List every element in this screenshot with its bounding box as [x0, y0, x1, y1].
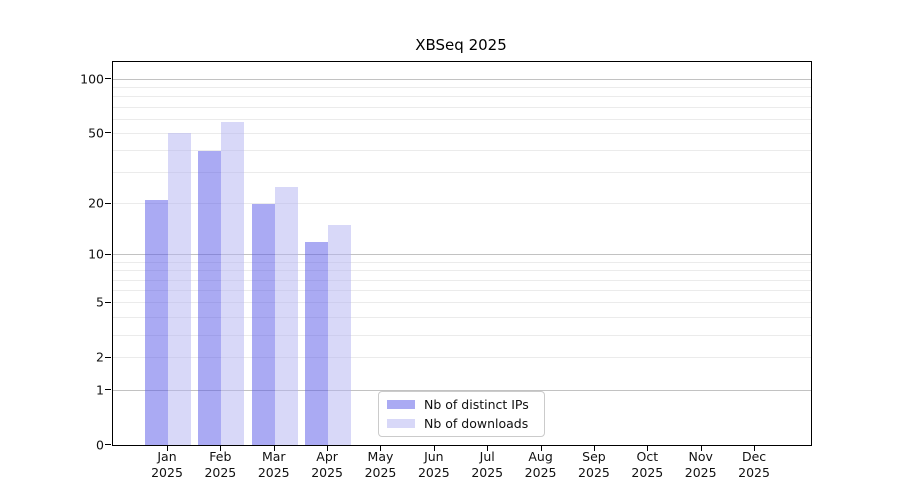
y-tick-label: 100	[80, 71, 104, 87]
x-tick-mark	[487, 445, 489, 451]
y-tick-mark	[105, 389, 111, 391]
y-tick-mark	[105, 444, 111, 445]
y-tick-mark	[105, 253, 111, 255]
minor-gridline	[113, 270, 811, 272]
y-tick-mark	[105, 356, 111, 358]
bar-distinct-ips	[198, 150, 222, 445]
x-tick-mark	[220, 445, 222, 451]
x-tick-label: Nov 2025	[684, 449, 717, 480]
x-tick-label: Jun 2025	[417, 449, 450, 480]
minor-gridline	[113, 262, 811, 263]
downloads-swatch-icon	[387, 419, 415, 429]
legend: Nb of distinct IPs Nb of downloads	[378, 391, 545, 437]
major-gridline	[113, 78, 811, 80]
y-tick-mark	[105, 202, 111, 204]
x-tick-label: Sep 2025	[578, 449, 610, 480]
y-tick-label: 1	[96, 382, 104, 398]
chart-title: XBSeq 2025	[415, 36, 507, 54]
x-tick-label: Dec 2025	[738, 449, 770, 480]
minor-gridline	[113, 150, 811, 152]
minor-gridline	[113, 106, 811, 108]
legend-label-distinct-ips: Nb of distinct IPs	[424, 396, 529, 412]
x-tick-label: Apr 2025	[311, 449, 344, 480]
y-tick-label: 0	[96, 437, 104, 452]
minor-gridline	[113, 96, 811, 98]
bar-distinct-ips	[305, 241, 329, 445]
bar-distinct-ips	[251, 203, 275, 445]
x-tick-label: Aug 2025	[524, 449, 557, 480]
x-tick-label: Oct 2025	[631, 449, 664, 480]
x-tick-label: Jul 2025	[471, 449, 504, 480]
y-tick-label: 5	[96, 294, 104, 310]
x-tick-label: Mar 2025	[257, 449, 290, 480]
bar-distinct-ips	[145, 200, 168, 445]
legend-row-downloads: Nb of downloads	[387, 416, 536, 433]
x-tick-mark	[593, 445, 595, 451]
minor-gridline	[113, 203, 811, 205]
y-tick-label: 20	[88, 195, 104, 211]
x-tick-mark	[540, 445, 542, 451]
x-tick-mark	[433, 445, 435, 451]
minor-gridline	[113, 132, 811, 134]
x-tick-label: Feb 2025	[204, 449, 237, 480]
bar-downloads	[328, 225, 352, 445]
major-gridline	[113, 254, 811, 256]
x-tick-mark	[380, 445, 382, 451]
minor-gridline	[113, 172, 811, 174]
bar-downloads	[221, 121, 245, 445]
legend-row-distinct-ips: Nb of distinct IPs	[387, 396, 536, 413]
y-tick-label: 2	[96, 349, 104, 365]
minor-gridline	[113, 290, 811, 292]
minor-gridline	[113, 279, 811, 281]
y-tick-label: 10	[88, 246, 104, 262]
x-tick-mark	[754, 445, 756, 451]
minor-gridline	[113, 302, 811, 304]
minor-gridline	[113, 357, 811, 359]
x-tick-mark	[167, 445, 168, 451]
x-tick-mark	[700, 445, 702, 451]
bar-downloads	[168, 133, 191, 445]
x-tick-label: Jan 2025	[151, 449, 183, 480]
minor-gridline	[113, 334, 811, 336]
legend-label-downloads: Nb of downloads	[424, 416, 529, 432]
minor-gridline	[113, 86, 811, 88]
major-gridline	[113, 389, 811, 391]
y-tick-label: 50	[88, 125, 104, 141]
x-tick-mark	[327, 445, 329, 451]
y-tick-mark	[105, 78, 111, 80]
x-tick-label: May 2025	[364, 449, 397, 480]
plot-area	[112, 61, 812, 446]
bar-downloads	[274, 186, 298, 445]
minor-gridline	[113, 118, 811, 120]
distinct-ips-swatch-icon	[387, 399, 415, 409]
x-tick-mark	[273, 445, 275, 451]
x-tick-mark	[647, 445, 649, 451]
y-tick-mark	[105, 132, 111, 134]
y-tick-mark	[105, 301, 111, 303]
minor-gridline	[113, 316, 811, 318]
